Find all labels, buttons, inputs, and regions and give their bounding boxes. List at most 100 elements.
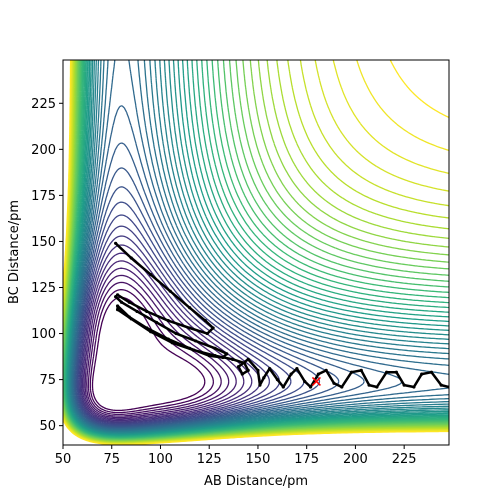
trajectory-point — [402, 383, 406, 387]
trajectory-point — [256, 368, 260, 372]
contours — [63, 60, 449, 445]
contour-line — [63, 60, 449, 442]
contour-line — [87, 281, 222, 416]
contour-line — [63, 60, 449, 444]
trajectory-point — [221, 355, 225, 360]
trajectory-point — [340, 385, 344, 389]
contour-line — [84, 267, 237, 419]
y-tick-label: 175 — [31, 189, 56, 204]
contour-line — [91, 296, 206, 412]
trajectory — [114, 241, 449, 389]
trajectory-point — [207, 354, 211, 358]
x-tick-label: 200 — [343, 452, 368, 467]
y-tick-label: 225 — [31, 97, 56, 112]
trajectory-point — [166, 337, 170, 341]
contour-line — [63, 60, 449, 442]
trajectory-point — [205, 331, 209, 336]
trajectory-point — [394, 370, 398, 374]
trajectory-point — [149, 330, 153, 334]
contour-line — [63, 60, 449, 443]
contour-line — [77, 214, 292, 425]
trajectory-point — [246, 368, 250, 372]
trajectory-point — [114, 295, 118, 299]
contour-line — [83, 260, 245, 420]
y-tick-label: 50 — [39, 419, 56, 434]
contour-line — [79, 235, 271, 424]
trajectory-point — [236, 365, 241, 369]
y-tick-label: 125 — [31, 281, 56, 296]
contour-line — [63, 60, 449, 444]
start-marker — [311, 376, 321, 386]
x-tick-label: 225 — [392, 452, 417, 467]
x-axis-label: AB Distance/pm — [204, 474, 308, 489]
trajectory-point — [192, 348, 196, 352]
contour-line — [75, 186, 321, 427]
y-tick-label: 200 — [31, 143, 56, 158]
trajectory-point — [412, 385, 416, 389]
trajectory-point — [188, 326, 192, 330]
trajectory-point — [289, 372, 293, 376]
trajectory-point — [246, 357, 250, 361]
trajectory-point — [119, 300, 124, 304]
trajectory-point — [268, 366, 272, 371]
trajectory-point — [429, 370, 434, 374]
trajectory-point — [129, 256, 133, 260]
trajectory-point — [281, 385, 285, 389]
trajectory-point — [145, 309, 149, 314]
trajectory-point — [332, 381, 336, 385]
x-tick-label: 100 — [148, 452, 173, 467]
trajectory-point — [127, 300, 131, 304]
trajectory-point — [211, 326, 215, 330]
contour-line — [72, 60, 449, 430]
trajectory-point — [231, 357, 235, 361]
trajectory-point — [115, 304, 120, 308]
trajectory-point — [193, 339, 198, 343]
trajectory-point — [129, 317, 133, 321]
trajectory-point — [295, 366, 299, 371]
y-tick-label: 100 — [31, 327, 56, 342]
trajectory-point — [170, 341, 174, 345]
contour-line — [71, 60, 449, 432]
trajectory-point — [145, 326, 149, 330]
contour-line — [63, 60, 449, 443]
x-tick-label: 150 — [246, 452, 271, 467]
contour-line — [63, 60, 449, 441]
contour-line — [86, 274, 230, 417]
trajectory-point — [316, 372, 320, 376]
trajectory-point — [174, 331, 178, 336]
x-tick-label: 125 — [197, 452, 222, 467]
x-tick-label: 75 — [103, 452, 120, 467]
trajectory-point — [240, 372, 244, 376]
trajectory-point — [135, 309, 139, 314]
contour-line — [63, 60, 449, 445]
trajectory-point — [439, 383, 443, 387]
trajectory-point — [420, 372, 424, 376]
x-tick-label: 175 — [294, 452, 319, 467]
trajectory-point — [324, 368, 328, 372]
trajectory-point — [213, 346, 217, 350]
contour-line — [63, 60, 449, 445]
plot-frame — [62, 59, 450, 446]
trajectory-point — [349, 370, 354, 374]
trajectory-point — [188, 346, 192, 350]
trajectory-point — [114, 241, 118, 245]
trajectory-point — [166, 319, 170, 323]
trajectory-point — [275, 378, 280, 382]
trajectory-point — [258, 383, 262, 387]
contour-line — [74, 142, 365, 429]
y-tick-label: 75 — [39, 373, 56, 388]
contour-line — [71, 60, 449, 431]
trajectory-line — [114, 242, 449, 389]
trajectory-point — [385, 370, 389, 374]
trajectory-point — [168, 289, 172, 293]
contour-line — [73, 105, 403, 430]
trajectory-point — [213, 354, 217, 358]
trajectory-point — [308, 385, 313, 389]
contour-line — [63, 60, 449, 443]
trajectory-point — [303, 379, 307, 384]
y-axis-label: BC Distance/pm — [7, 200, 22, 304]
trajectory-point — [115, 308, 120, 312]
trajectory-point — [242, 361, 246, 365]
y-tick-label: 150 — [31, 235, 56, 250]
